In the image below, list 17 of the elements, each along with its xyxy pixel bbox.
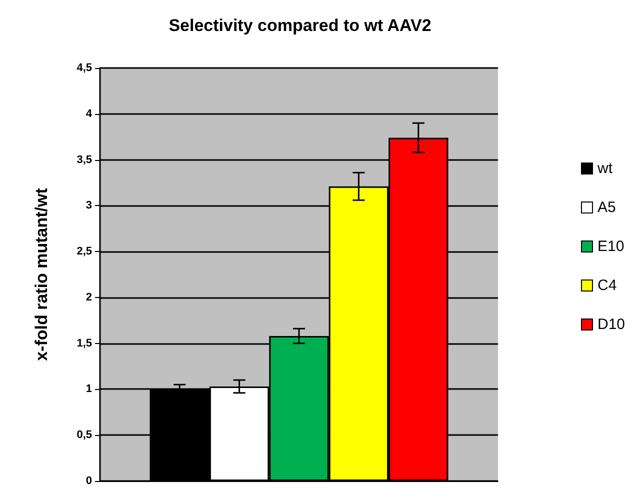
legend-label: D10 bbox=[597, 316, 626, 333]
y-tick-label: 2 bbox=[86, 291, 92, 304]
y-tick-label: 4 bbox=[86, 108, 93, 120]
legend-label: C4 bbox=[597, 277, 617, 294]
legend-label: A5 bbox=[597, 199, 616, 216]
y-tick-label: 0,5 bbox=[76, 429, 92, 442]
y-axis-title: x-fold ratio mutant/wt bbox=[32, 188, 51, 361]
y-tick-label: 1,5 bbox=[76, 337, 92, 350]
y-tick-label: 3,5 bbox=[76, 154, 92, 166]
legend-label: wt bbox=[596, 160, 614, 177]
chart-title: Selectivity compared to wt AAV2 bbox=[168, 16, 432, 35]
y-tick-label: 2,5 bbox=[76, 246, 92, 258]
y-tick-label: 0 bbox=[86, 475, 92, 487]
legend-label: E10 bbox=[597, 238, 624, 255]
y-tick-label: 4,5 bbox=[76, 62, 92, 74]
y-tick-label: 3 bbox=[86, 200, 92, 212]
y-tick-label: 1 bbox=[86, 383, 92, 396]
